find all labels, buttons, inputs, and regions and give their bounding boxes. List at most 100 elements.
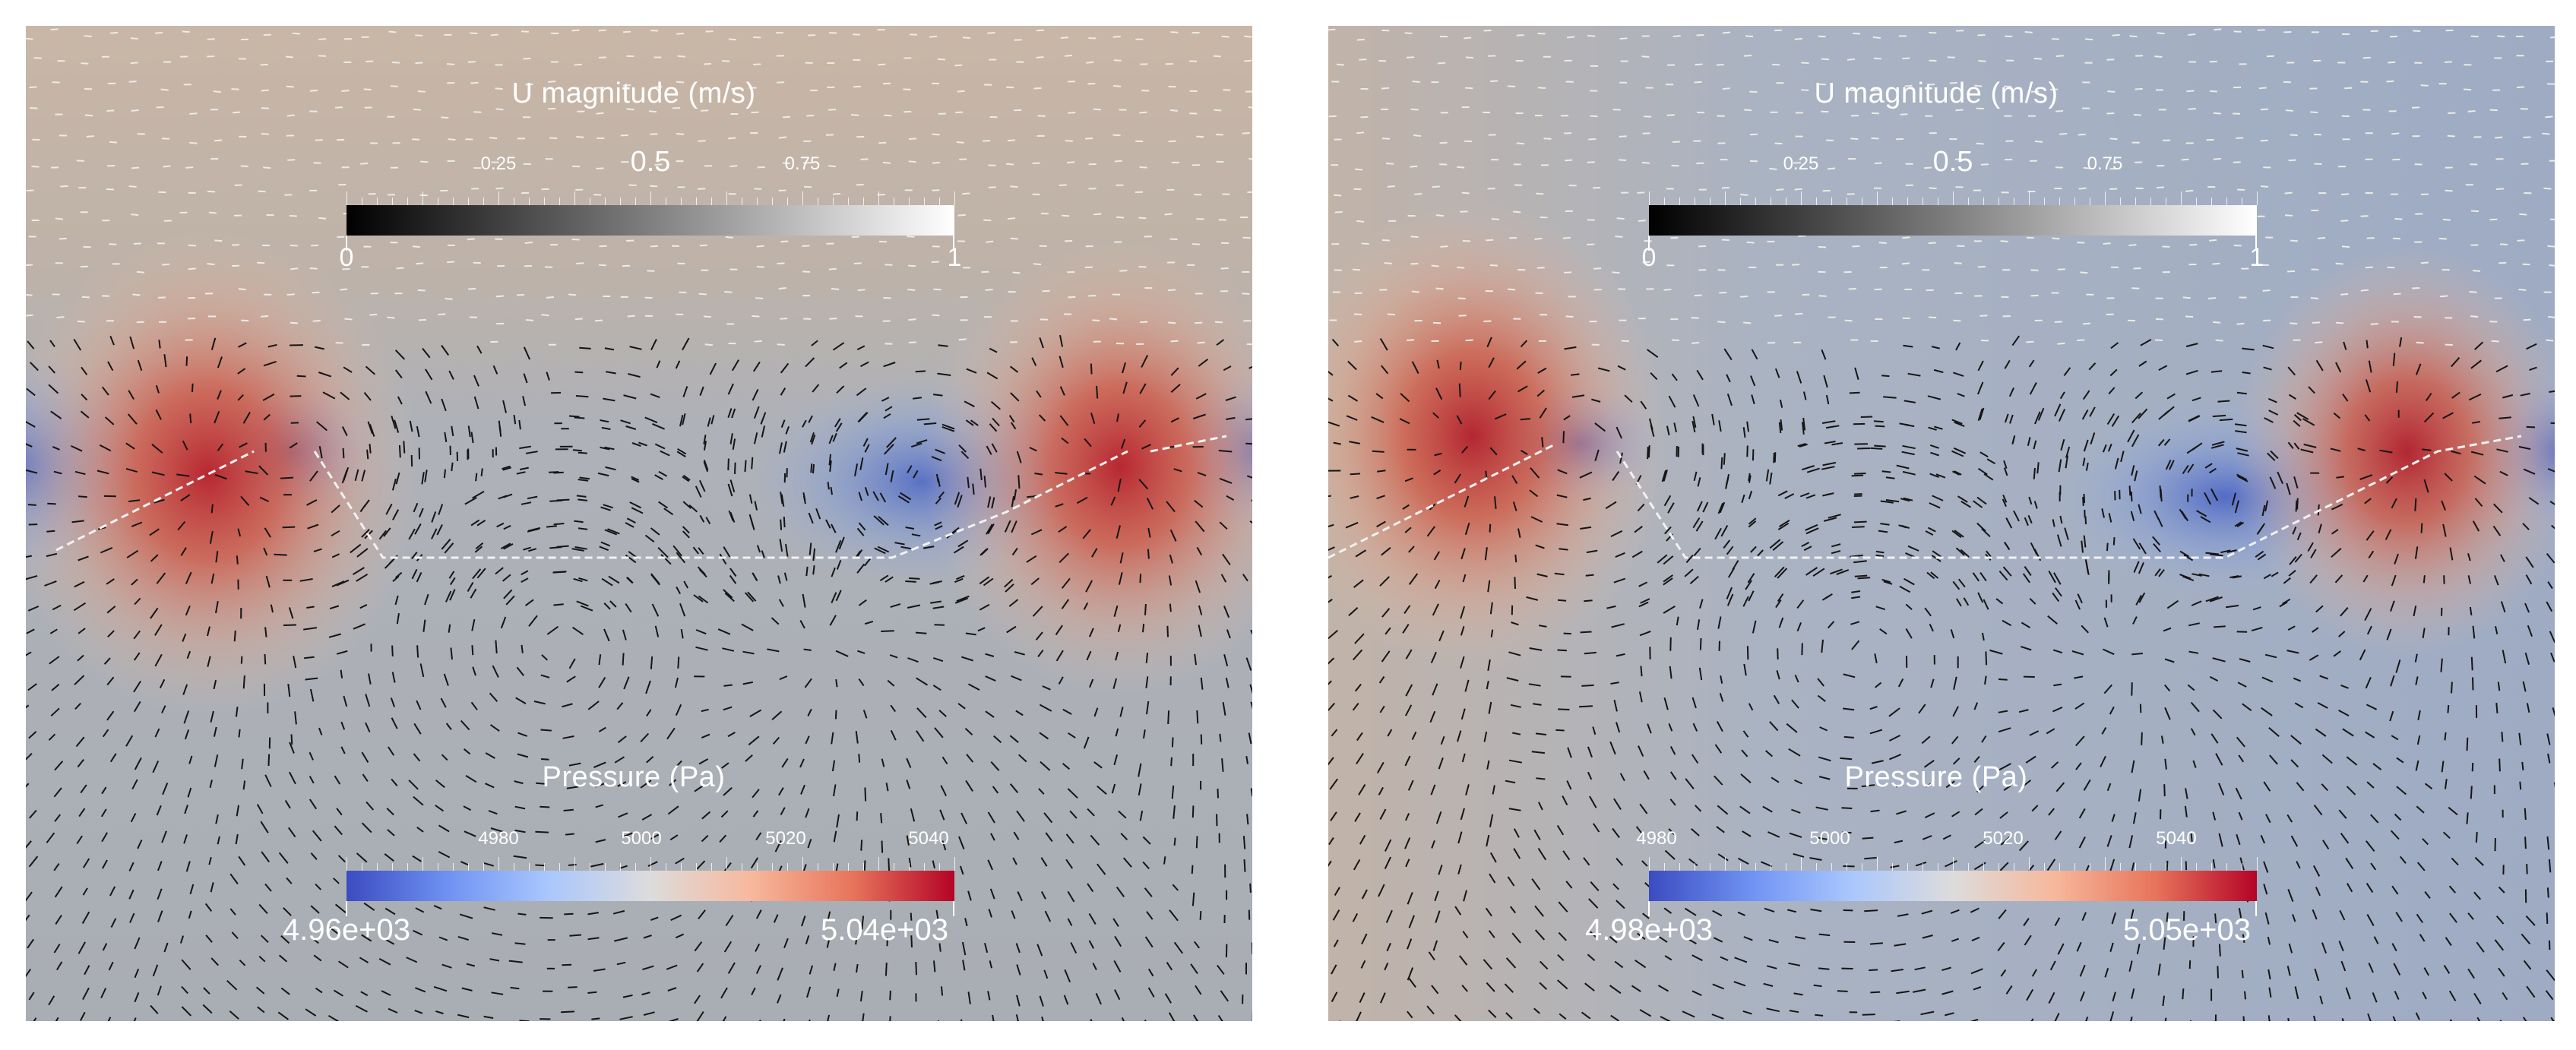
velocity-vector-glyph bbox=[815, 508, 821, 520]
velocity-vector-glyph bbox=[2200, 516, 2211, 523]
velocity-vector-glyph bbox=[2023, 918, 2030, 927]
velocity-vector-glyph bbox=[408, 528, 416, 540]
velocity-vector-glyph bbox=[883, 362, 896, 368]
velocity-vector-glyph bbox=[1242, 574, 1248, 582]
velocity-vector-glyph bbox=[78, 628, 86, 634]
velocity-vector-glyph bbox=[1541, 437, 1544, 448]
velocity-vector-glyph bbox=[1609, 935, 1618, 944]
velocity-vector-glyph bbox=[28, 855, 39, 868]
high-pressure-region bbox=[26, 231, 421, 717]
velocity-vector-glyph bbox=[2132, 538, 2141, 550]
velocity-vector-glyph bbox=[1671, 373, 1678, 381]
velocity-vector-glyph bbox=[2362, 574, 2369, 583]
velocity-vector-glyph bbox=[1460, 808, 1465, 821]
velocity-vector-glyph bbox=[1485, 907, 1492, 917]
velocity-vector-glyph bbox=[1461, 191, 1470, 195]
velocity-vector-glyph bbox=[727, 458, 729, 470]
velocity-vector-glyph bbox=[2522, 523, 2530, 530]
velocity-vector-glyph bbox=[682, 476, 690, 482]
velocity-vector-glyph bbox=[318, 55, 327, 57]
velocity-vector-glyph bbox=[2420, 261, 2429, 264]
velocity-vector-glyph bbox=[781, 757, 789, 768]
velocity-vector-glyph bbox=[1334, 194, 1342, 197]
velocity-vector-glyph bbox=[777, 343, 785, 346]
velocity-vector-glyph bbox=[1719, 501, 1726, 514]
velocity-vector-glyph bbox=[1164, 993, 1172, 1004]
velocity-vector-glyph bbox=[1530, 467, 1540, 479]
velocity-vector-glyph bbox=[1225, 396, 1236, 401]
velocity-vector-glyph bbox=[27, 504, 36, 506]
velocity-vector-glyph bbox=[1872, 36, 1881, 39]
velocity-vector-glyph bbox=[1516, 34, 1524, 36]
velocity-vector-glyph bbox=[1857, 577, 1871, 580]
velocity-vector-glyph bbox=[2521, 163, 2529, 166]
velocity-vector-glyph bbox=[694, 785, 704, 792]
velocity-vector-glyph bbox=[1691, 754, 1699, 764]
velocity-vector-glyph bbox=[312, 830, 322, 842]
velocity-vector-glyph bbox=[2343, 341, 2347, 350]
velocity-vector-glyph bbox=[448, 138, 456, 141]
colorbar-minor-tick bbox=[802, 857, 803, 871]
velocity-vector-glyph bbox=[1245, 756, 1248, 764]
colorbar-minor-tick bbox=[620, 863, 621, 871]
velocity-vector-glyph bbox=[280, 476, 294, 479]
colorbar-minor-tick bbox=[2120, 863, 2121, 871]
velocity-vector-glyph bbox=[1068, 732, 1076, 738]
colorbar-minor-tick bbox=[453, 863, 454, 871]
velocity-vector-glyph bbox=[2103, 242, 2111, 245]
velocity-vector-glyph bbox=[2052, 592, 2060, 602]
velocity-vector-glyph bbox=[2005, 517, 2013, 529]
velocity-vector-glyph bbox=[2286, 650, 2299, 654]
colorbar-minor-tick bbox=[1953, 191, 1954, 205]
velocity-vector-glyph bbox=[957, 90, 965, 93]
pressure-tick-label: 5040 bbox=[2156, 828, 2197, 849]
velocity-vector-glyph bbox=[1712, 909, 1723, 917]
velocity-vector-glyph bbox=[1430, 651, 1437, 664]
velocity-vector-glyph bbox=[2058, 459, 2062, 473]
velocity-vector-glyph bbox=[1092, 319, 1100, 321]
velocity-vector-glyph bbox=[2494, 939, 2505, 951]
velocity-vector-glyph bbox=[1457, 730, 1462, 742]
velocity-vector-glyph bbox=[935, 497, 941, 504]
high-pressure-region bbox=[1328, 201, 1670, 672]
velocity-vector-glyph bbox=[81, 366, 88, 375]
velocity-vector-glyph bbox=[1635, 959, 1647, 969]
velocity-vector-glyph bbox=[1410, 108, 1419, 111]
velocity-vector-glyph bbox=[694, 941, 703, 952]
velocity-vector-glyph bbox=[812, 384, 820, 393]
colorbar-minor-tick bbox=[2105, 857, 2106, 871]
velocity-vector-glyph bbox=[441, 116, 449, 119]
velocity-vector-glyph bbox=[2415, 676, 2419, 685]
velocity-vector-glyph bbox=[1328, 629, 1338, 640]
velocity-vector-glyph bbox=[245, 470, 258, 475]
colorbar-minor-tick bbox=[544, 198, 545, 205]
velocity-vector-glyph bbox=[341, 426, 348, 436]
velocity-vector-glyph bbox=[1900, 113, 1908, 115]
velocity-vector-glyph bbox=[1904, 400, 1916, 403]
velocity-vector-glyph bbox=[2000, 969, 2007, 977]
velocity-vector-glyph bbox=[863, 860, 866, 871]
velocity-vector-glyph bbox=[772, 736, 780, 745]
pressure-range-tick bbox=[1648, 901, 1650, 916]
velocity-vector-glyph bbox=[879, 574, 889, 581]
velocity-vector-glyph bbox=[643, 935, 652, 939]
velocity-vector-glyph bbox=[1796, 622, 1802, 632]
velocity-vector-glyph bbox=[1507, 288, 1516, 291]
velocity-vector-glyph bbox=[2546, 733, 2551, 745]
velocity-vector-glyph bbox=[2546, 552, 2555, 564]
velocity-vector-glyph bbox=[331, 580, 345, 588]
velocity-vector-glyph bbox=[941, 425, 955, 432]
velocity-vector-glyph bbox=[771, 617, 780, 625]
velocity-vector-glyph bbox=[2366, 781, 2375, 789]
velocity-vector-glyph bbox=[1345, 521, 1359, 529]
velocity-vector-glyph bbox=[2415, 363, 2422, 375]
velocity-vector-glyph bbox=[962, 960, 966, 971]
velocity-vector-glyph bbox=[658, 470, 668, 477]
velocity-vector-glyph bbox=[834, 418, 841, 428]
velocity-vector-glyph bbox=[2339, 909, 2346, 921]
velocity-vector-glyph bbox=[2209, 596, 2223, 602]
velocity-vector-glyph bbox=[1826, 139, 1834, 142]
velocity-vector-glyph bbox=[1513, 848, 1521, 859]
velocity-vector-glyph bbox=[464, 830, 476, 837]
velocity-vector-glyph bbox=[1118, 572, 1123, 585]
